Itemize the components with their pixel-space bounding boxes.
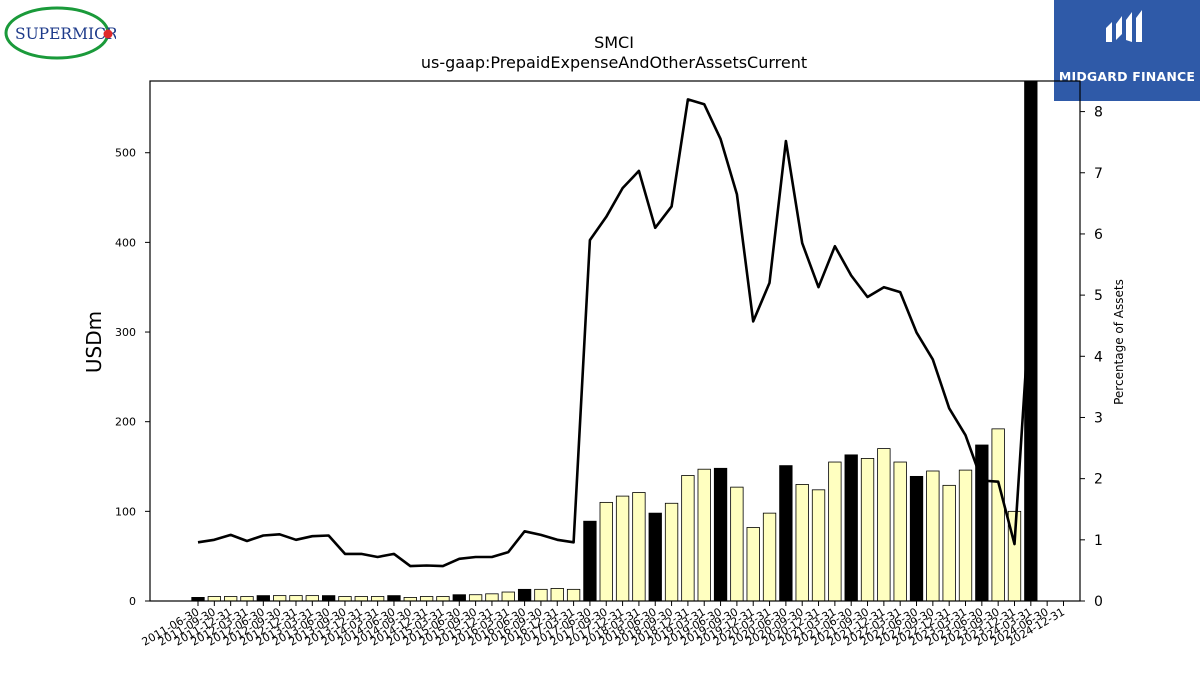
y2-tick-label: 1 [1094,533,1103,549]
y-tick-label: 0 [129,595,136,608]
bar [664,502,679,602]
midgard-mark-icon [1106,10,1142,42]
bar [860,458,875,602]
bar [436,596,450,602]
bar [501,591,515,602]
bar [468,594,483,602]
bar [517,588,532,602]
y-ticks: 0 100 200 300 400 500 [115,147,150,608]
bar-series [191,80,1038,602]
y2-axis-label: Percentage of Assets [1112,279,1126,405]
y2-tick-label: 4 [1094,349,1103,365]
bar [419,596,434,602]
bar [485,593,499,602]
bar [566,588,581,602]
bar [354,596,368,602]
bar [746,527,760,602]
plot-frame [149,80,1081,602]
bar [893,461,907,602]
y-tick-label: 200 [115,416,136,429]
chart-title: SMCI [594,33,634,52]
y2-tick-label: 5 [1094,288,1103,304]
y2-tick-label: 3 [1094,410,1103,426]
bar [811,489,826,602]
bar [632,492,646,602]
bar [207,596,221,602]
bar [256,595,270,602]
chart-subtitle: us-gaap:PrepaidExpenseAndOtherAssetsCurr… [421,53,807,72]
bar [762,512,777,602]
supermicro-logo-text: SUPERMICR [15,25,116,43]
bar [828,461,842,602]
bar [452,594,466,602]
y2-tick-label: 6 [1094,227,1103,243]
y2-tick-label: 7 [1094,166,1103,182]
y-axis-label: USDm [82,311,106,373]
bar [305,595,319,602]
bar [730,486,744,602]
midgard-finance-label: MIDGARD FINANCE [1058,69,1196,84]
bar [272,595,287,602]
bar [909,475,924,602]
bar [681,475,695,602]
y-tick-label: 300 [115,326,136,339]
bar [534,588,548,602]
y-tick-label: 400 [115,236,136,249]
y2-tick-label: 0 [1094,594,1103,610]
supermicro-logo: SUPERMICR [4,5,119,61]
bar [648,512,662,602]
bar [795,484,809,602]
bar [370,596,385,602]
bar [697,468,711,602]
bar [338,596,352,602]
bar [224,596,238,602]
bar [240,596,254,602]
bar [926,470,940,602]
bar [599,501,613,602]
bar [779,465,793,602]
line-series [197,98,1033,568]
bar [958,469,973,602]
y2-tick-label: 2 [1094,472,1103,488]
bar [321,595,336,602]
bar [583,520,597,602]
bar [289,595,303,602]
x-ticks: 2011-06-302011-09-302011-12-312012-03-31… [140,601,1067,649]
bar [877,448,891,602]
bar [713,467,728,602]
percentage-line [197,98,1033,568]
bar [550,588,564,602]
bar [844,454,858,602]
bar [991,428,1005,602]
bar [942,484,956,602]
bar [387,595,401,602]
bar [615,495,630,602]
midgard-finance-logo: MIDGARD FINANCE [1054,0,1200,101]
axes [149,80,1081,602]
y2-ticks: 0 1 2 3 4 5 6 7 8 [1080,105,1103,610]
y-tick-label: 100 [115,505,136,518]
y-tick-label: 500 [115,147,136,160]
y2-tick-label: 8 [1094,105,1103,121]
